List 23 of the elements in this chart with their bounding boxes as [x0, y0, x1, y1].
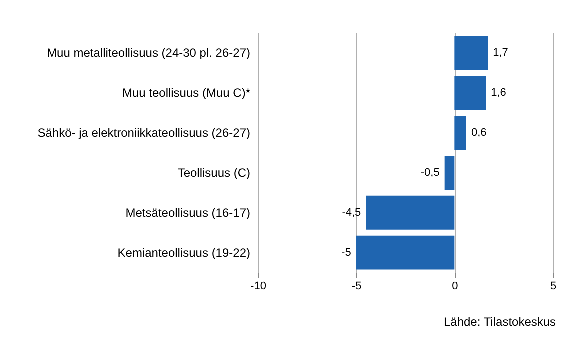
bar	[454, 116, 466, 150]
data-label: 0,6	[471, 127, 487, 140]
x-tick-label: -10	[250, 280, 266, 292]
y-tick-label: Muu metalliteollisuus (24-30 pl. 26-27)	[47, 46, 250, 60]
x-tick-label: 5	[550, 280, 557, 292]
bar	[356, 236, 455, 270]
x-tick-label: -5	[352, 280, 362, 292]
bar	[444, 156, 455, 190]
x-tick-label: 0	[452, 280, 458, 292]
data-label: -4,5	[342, 206, 362, 219]
y-tick-label: Sähkö- ja elektroniikkateollisuus (26-27)	[38, 126, 250, 140]
y-tick-label: Teollisuus (C)	[178, 166, 250, 180]
bar	[366, 196, 455, 230]
data-label: 1,7	[493, 47, 508, 60]
bar	[454, 76, 486, 110]
data-label: -0,5	[420, 166, 440, 179]
data-label: -5	[342, 246, 352, 259]
data-label: 1,6	[491, 87, 506, 100]
y-tick-label: Muu teollisuus (Muu C)*	[122, 86, 251, 100]
text: Lähde: Tilastokeskus	[444, 315, 556, 329]
bar	[454, 36, 488, 70]
y-tick-label: Metsäteollisuus (16-17)	[126, 206, 250, 220]
y-tick-label: Kemianteollisuus (19-22)	[118, 246, 250, 260]
